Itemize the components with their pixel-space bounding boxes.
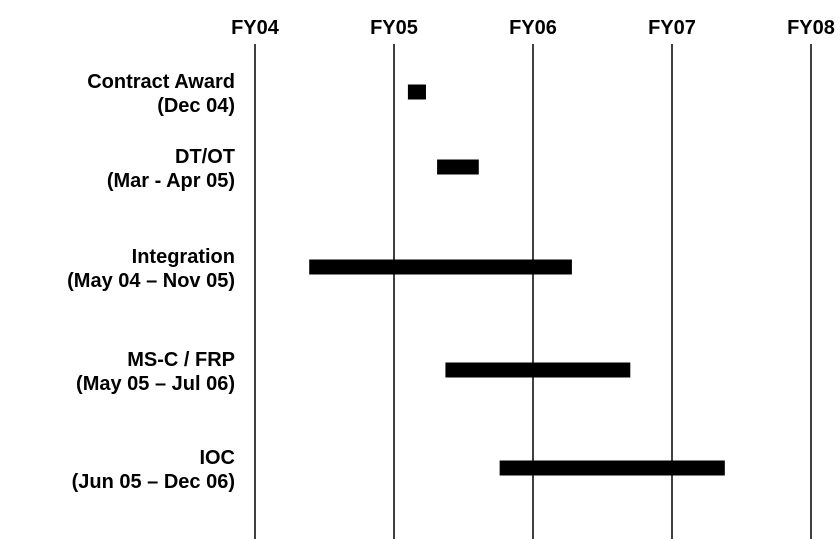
task-label: DT/OT	[175, 146, 235, 168]
task-bars	[309, 84, 725, 476]
task-dates: (Jun 05 – Dec 06)	[72, 471, 235, 493]
task-bar	[309, 259, 572, 275]
year-gridlines	[254, 44, 812, 539]
task-label: MS-C / FRP	[127, 349, 235, 371]
fy-label-fy04: FY04	[231, 17, 280, 39]
fy-label-fy05: FY05	[370, 17, 418, 39]
task-dates: (May 04 – Nov 05)	[67, 270, 235, 292]
task-label: Integration	[132, 246, 235, 268]
task-bar	[407, 84, 426, 100]
task-dates: (Dec 04)	[157, 95, 235, 117]
task-dates: (Mar - Apr 05)	[107, 170, 235, 192]
task-dates: (May 05 – Jul 06)	[76, 373, 235, 395]
task-label: IOC	[199, 447, 235, 469]
task-bar	[437, 159, 479, 175]
fy-label-fy08: FY08	[787, 17, 835, 39]
fy-label-fy07: FY07	[648, 17, 696, 39]
fiscal-year-header: FY04 FY05 FY06 FY07 FY08	[231, 17, 835, 39]
task-bar	[445, 362, 631, 378]
task-labels: Contract Award(Dec 04) DT/OT(Mar - Apr 05…	[67, 71, 235, 493]
task-bar	[499, 460, 725, 476]
fy-label-fy06: FY06	[509, 17, 557, 39]
task-label: Contract Award	[87, 71, 235, 93]
